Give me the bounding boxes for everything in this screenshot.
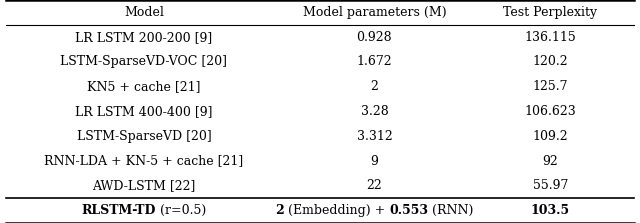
Text: RNN-LDA + KN-5 + cache [21]: RNN-LDA + KN-5 + cache [21] <box>44 155 244 167</box>
Text: 3.312: 3.312 <box>356 130 392 143</box>
Text: 1.672: 1.672 <box>356 56 392 68</box>
Text: 120.2: 120.2 <box>532 56 568 68</box>
Text: 109.2: 109.2 <box>532 130 568 143</box>
Text: (RNN): (RNN) <box>428 204 474 217</box>
Text: LR LSTM 400-400 [9]: LR LSTM 400-400 [9] <box>76 105 212 118</box>
Text: RLSTM-TD: RLSTM-TD <box>82 204 156 217</box>
Text: 2: 2 <box>371 80 378 93</box>
Text: 103.5: 103.5 <box>531 204 570 217</box>
Text: AWD-LSTM [22]: AWD-LSTM [22] <box>92 179 196 192</box>
Text: 22: 22 <box>367 179 382 192</box>
Text: Model: Model <box>124 6 164 19</box>
Text: KN5 + cache [21]: KN5 + cache [21] <box>87 80 201 93</box>
Text: (r=0.5): (r=0.5) <box>156 204 206 217</box>
Text: 0.928: 0.928 <box>356 31 392 44</box>
Text: 125.7: 125.7 <box>532 80 568 93</box>
Text: Test Perplexity: Test Perplexity <box>503 6 598 19</box>
Text: (Embedding) +: (Embedding) + <box>284 204 389 217</box>
Text: 2: 2 <box>275 204 284 217</box>
Text: LR LSTM 200-200 [9]: LR LSTM 200-200 [9] <box>76 31 212 44</box>
Text: LSTM-SparseVD-VOC [20]: LSTM-SparseVD-VOC [20] <box>61 56 227 68</box>
Text: 106.623: 106.623 <box>525 105 576 118</box>
Text: LSTM-SparseVD [20]: LSTM-SparseVD [20] <box>77 130 211 143</box>
Text: 136.115: 136.115 <box>525 31 576 44</box>
Text: 9: 9 <box>371 155 378 167</box>
Text: 92: 92 <box>543 155 558 167</box>
Text: 0.553: 0.553 <box>389 204 428 217</box>
Text: 3.28: 3.28 <box>360 105 388 118</box>
Text: Model parameters (M): Model parameters (M) <box>303 6 446 19</box>
Text: 55.97: 55.97 <box>532 179 568 192</box>
